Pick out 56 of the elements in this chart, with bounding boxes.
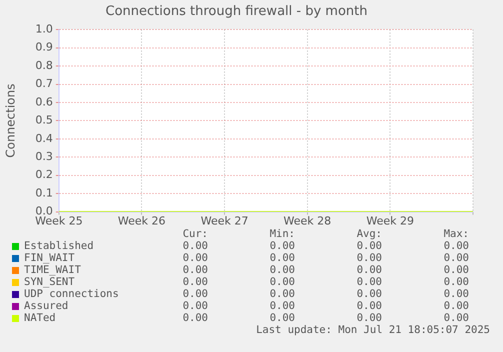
text: 0.00 bbox=[356, 240, 382, 252]
text: 0.00 bbox=[356, 300, 382, 312]
text: 0.00 bbox=[268, 252, 295, 264]
y-tick-label: 0.4 bbox=[35, 132, 53, 145]
text: Max: bbox=[442, 228, 469, 240]
text: 0.00 bbox=[268, 276, 295, 288]
x-tick-label: Week 28 bbox=[284, 214, 332, 228]
x-tick-label: Week 29 bbox=[366, 214, 414, 228]
text: 0.00 bbox=[442, 312, 469, 324]
text: 0.00 bbox=[442, 288, 469, 300]
legend-label: FIN_WAIT bbox=[24, 252, 75, 264]
text: 0.00 bbox=[268, 300, 295, 312]
legend-label: Assured bbox=[24, 300, 68, 312]
text: 0.00 bbox=[268, 288, 295, 300]
text: 0.00 bbox=[268, 312, 295, 324]
y-tick-label: 1.0 bbox=[35, 22, 53, 36]
legend-label: NATed bbox=[24, 312, 56, 324]
text: 0.00 bbox=[356, 288, 382, 300]
text: Min: bbox=[268, 228, 295, 240]
text: 0.00 bbox=[182, 300, 208, 312]
legend-label: SYN_SENT bbox=[24, 276, 75, 288]
text: Cur: bbox=[182, 228, 208, 240]
text: 0.00 bbox=[442, 252, 469, 264]
legend-label: Established bbox=[24, 240, 94, 252]
y-tick-label: 0.3 bbox=[35, 150, 53, 163]
text: 0.00 bbox=[356, 252, 382, 264]
text: 0.00 bbox=[442, 240, 469, 252]
text: Avg: bbox=[356, 228, 382, 240]
text: 0.00 bbox=[268, 240, 295, 252]
y-tick-label: 0.8 bbox=[35, 58, 53, 72]
text: 0.00 bbox=[356, 276, 382, 288]
text: 0.00 bbox=[182, 288, 208, 300]
y-tick-label: 0.6 bbox=[35, 95, 53, 108]
chart-title: Connections through firewall - by month bbox=[106, 4, 368, 20]
text: 0.00 bbox=[182, 264, 208, 276]
x-tick-label: Week 26 bbox=[118, 214, 166, 228]
text: 0.00 bbox=[182, 240, 208, 252]
x-tick-label: Week 27 bbox=[200, 214, 248, 228]
text: 0.00 bbox=[442, 264, 469, 276]
text: 0.00 bbox=[268, 264, 295, 276]
y-tick-label: 0.9 bbox=[35, 40, 53, 54]
text: 0.00 bbox=[356, 312, 382, 324]
legend-label: TIME_WAIT bbox=[24, 264, 81, 276]
text: 0.00 bbox=[442, 276, 469, 288]
y-axis-title: Connections bbox=[3, 84, 18, 158]
y-tick-label: 0.5 bbox=[35, 114, 53, 127]
y-tick-label: 0.2 bbox=[35, 168, 53, 182]
text: 0.00 bbox=[182, 276, 208, 288]
text: 0.00 bbox=[182, 252, 208, 264]
legend-label: UDP connections bbox=[24, 288, 119, 300]
text: 0.00 bbox=[182, 312, 208, 324]
text: 0.00 bbox=[442, 300, 469, 312]
y-tick-label: 0.1 bbox=[35, 186, 53, 200]
y-tick-label: 0.7 bbox=[35, 77, 53, 90]
text: 0.00 bbox=[356, 264, 382, 276]
text: Last update: Mon Jul 21 18:05:07 2025 bbox=[255, 324, 490, 336]
